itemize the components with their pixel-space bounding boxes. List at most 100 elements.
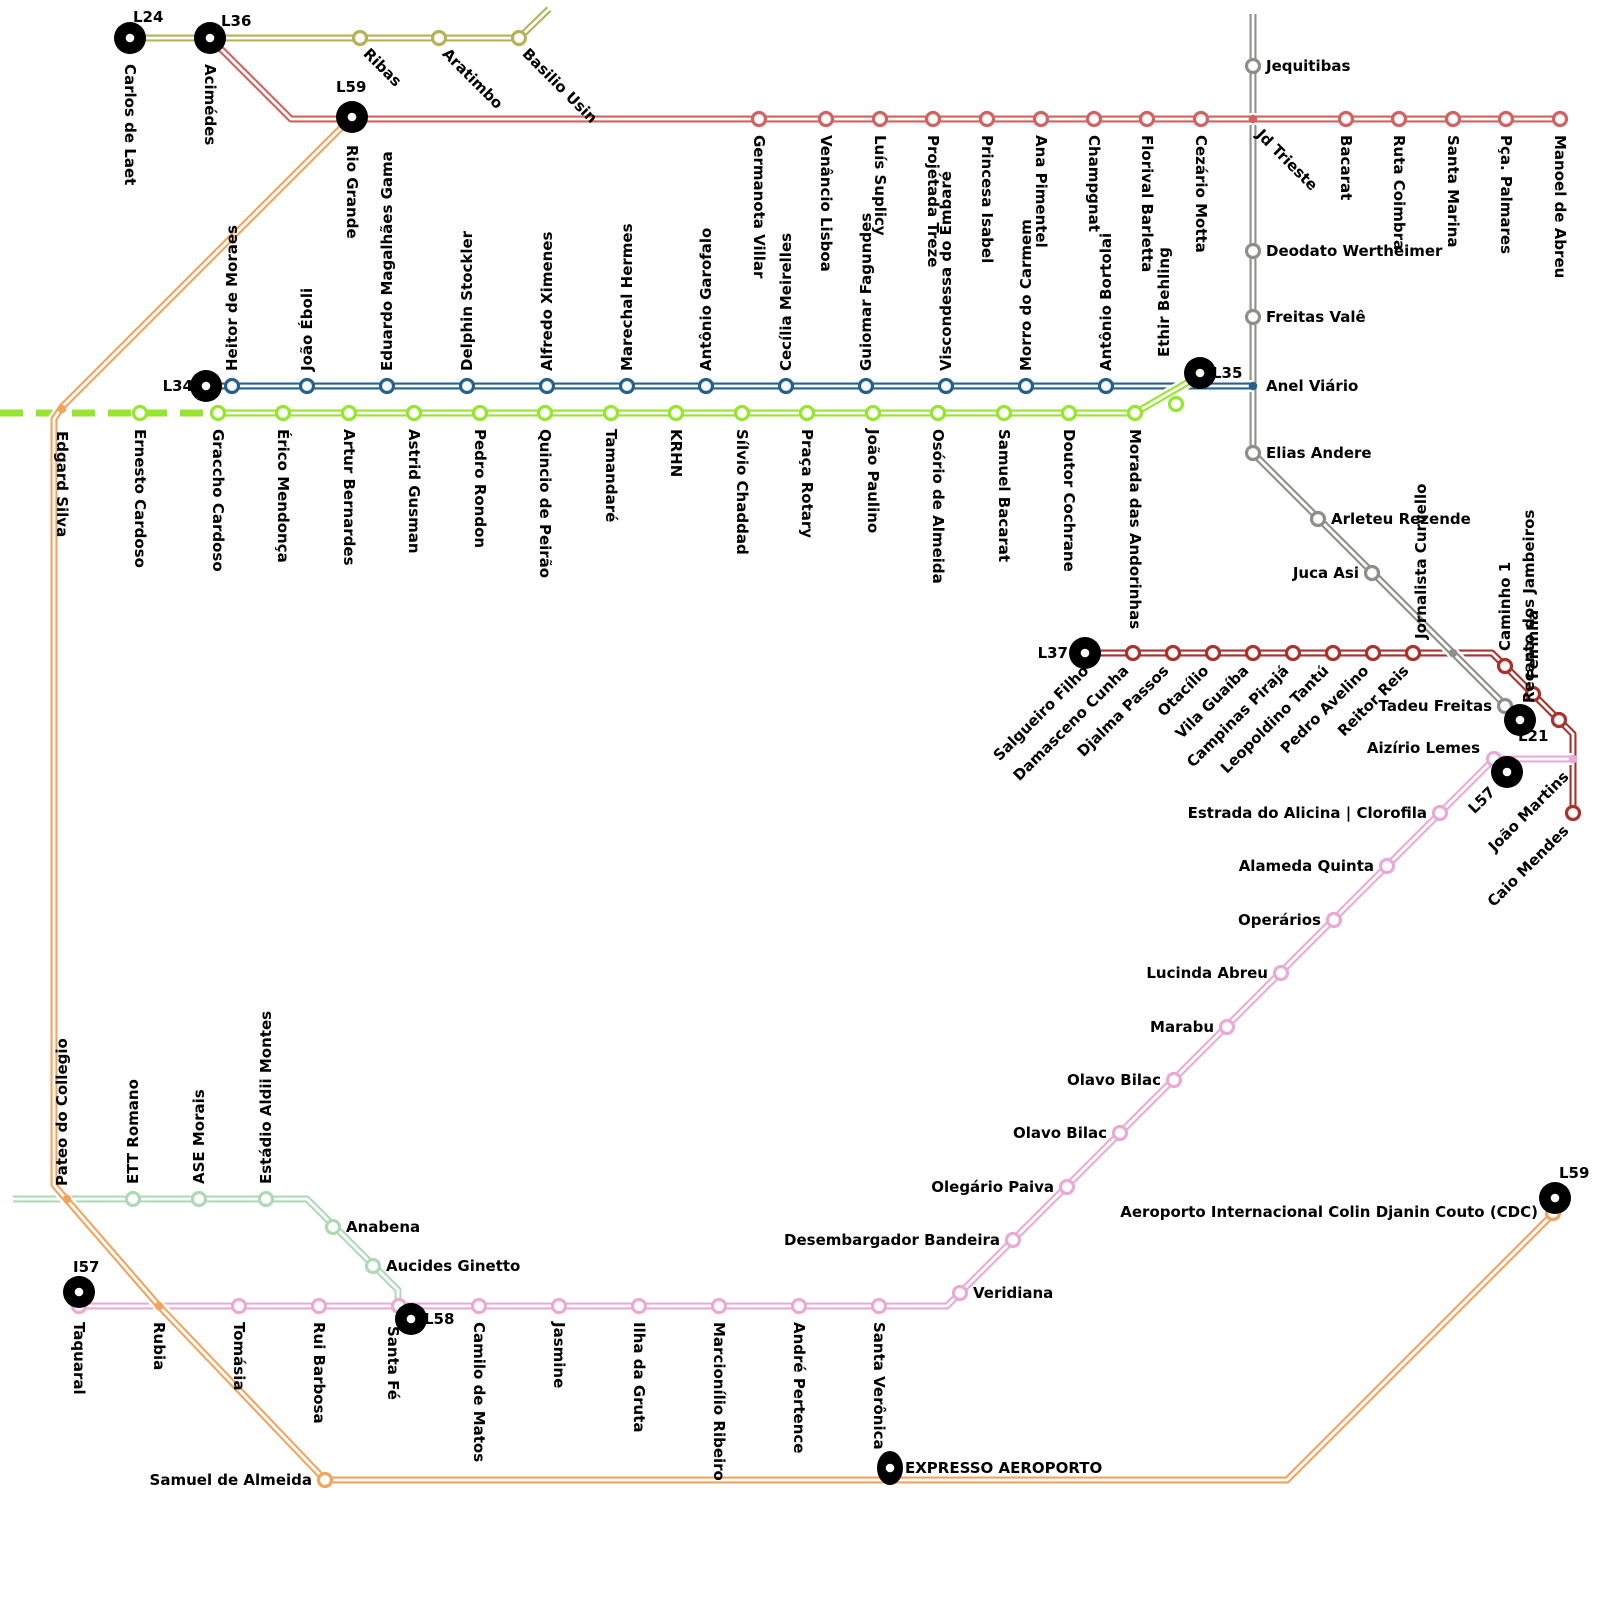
station-estadio-aldii-montes[interactable] — [257, 1190, 275, 1208]
station-silvio-chaddad[interactable] — [733, 404, 751, 422]
station-olavo-bilac[interactable] — [1165, 1071, 1183, 1089]
station-astrid-gusman[interactable] — [405, 404, 423, 422]
station-pedro-rondon[interactable] — [471, 404, 489, 422]
station-damasceno-cunha[interactable] — [1124, 644, 1142, 662]
station-alfredo-ximenes[interactable] — [538, 377, 556, 395]
station-deodato-wertheimer[interactable] — [1244, 242, 1262, 260]
station-cecilia-meirelles[interactable] — [777, 377, 795, 395]
station-jornalista-curvello[interactable] — [1448, 648, 1458, 658]
station-caio-mendes[interactable] — [1564, 804, 1582, 822]
station-jasmine[interactable] — [550, 1297, 568, 1315]
station-olavo-bilac[interactable] — [1111, 1124, 1129, 1142]
station-ana-pimentel[interactable] — [1032, 110, 1050, 128]
station-eduardo-magalhaes-gama[interactable] — [378, 377, 396, 395]
station-lucinda-abreu[interactable] — [1272, 964, 1290, 982]
station-krhn[interactable] — [667, 404, 685, 422]
station-tomasia[interactable] — [230, 1297, 248, 1315]
station-praca-rotary[interactable] — [798, 404, 816, 422]
station-jd-trieste[interactable] — [1248, 114, 1258, 124]
station-ruta-coimbra[interactable] — [1390, 110, 1408, 128]
station-leopoldino-tantu[interactable] — [1324, 644, 1342, 662]
station-quincio-de-peirao[interactable] — [536, 404, 554, 422]
station-aratimbo[interactable] — [430, 29, 448, 47]
station-pca-palmares[interactable] — [1497, 110, 1515, 128]
station-estrada-do-alicina-clorofila[interactable] — [1431, 804, 1449, 822]
station-vila-guaiba[interactable] — [1244, 644, 1262, 662]
hub-l21[interactable]: L21 — [1504, 704, 1548, 745]
station-joao-paulino[interactable] — [864, 404, 882, 422]
station-freitas-vale[interactable] — [1244, 308, 1262, 326]
hub-expresso-aeroporto[interactable]: EXPRESSO AEROPORTO — [877, 1451, 1102, 1485]
station-joao-martins[interactable] — [1568, 754, 1578, 764]
station-santa-veronica[interactable] — [870, 1297, 888, 1315]
station-otacilio[interactable] — [1204, 644, 1222, 662]
station-caminho-1[interactable] — [1496, 657, 1514, 675]
station-projetada-treze[interactable] — [924, 110, 942, 128]
station-veridiana[interactable] — [951, 1284, 969, 1302]
hub-l36[interactable]: L36 — [194, 12, 251, 54]
station-desembargador-bandeira[interactable] — [1004, 1231, 1022, 1249]
station-jequitibas[interactable] — [1244, 57, 1262, 75]
station-rui-barbosa[interactable] — [310, 1297, 328, 1315]
station-manoel-de-abreu[interactable] — [1551, 110, 1569, 128]
station-marcionilio-ribeiro[interactable] — [710, 1297, 728, 1315]
station-reitor-reis[interactable] — [1404, 644, 1422, 662]
station-marabu[interactable] — [1218, 1018, 1236, 1036]
station-recanto-dos-jambeiros[interactable] — [1550, 711, 1568, 729]
hub-l24[interactable]: L24 — [114, 8, 163, 54]
station-viscondessa-do-embare[interactable] — [937, 377, 955, 395]
station-marker[interactable] — [62, 1194, 72, 1204]
station-antonio-bortolai[interactable] — [1097, 377, 1115, 395]
station-tamandare[interactable] — [602, 404, 620, 422]
station-anel-viario[interactable] — [1248, 381, 1258, 391]
station-andre-pertence[interactable] — [790, 1297, 808, 1315]
station-osorio-de-almeida[interactable] — [929, 404, 947, 422]
station-ernesto-cardoso[interactable] — [131, 404, 149, 422]
station-elias-andere[interactable] — [1244, 444, 1262, 462]
station-princesa-isabel[interactable] — [978, 110, 996, 128]
station-aucides-ginetto[interactable] — [364, 1257, 382, 1275]
station-arleteu-rezende[interactable] — [1309, 510, 1327, 528]
station-samuel-bacarat[interactable] — [995, 404, 1013, 422]
station-camilo-de-matos[interactable] — [470, 1297, 488, 1315]
station-anabena[interactable] — [324, 1218, 342, 1236]
station-pedro-avelino[interactable] — [1364, 644, 1382, 662]
station-feirinha[interactable] — [1524, 685, 1542, 703]
hub-l58[interactable]: L58 — [395, 1303, 454, 1335]
station-heitor-de-moraes[interactable] — [223, 377, 241, 395]
station-cezario-motta[interactable] — [1192, 110, 1210, 128]
station-doutor-cochrane[interactable] — [1060, 404, 1078, 422]
hub-l59[interactable]: L59 — [336, 78, 368, 133]
station-marker[interactable] — [154, 1301, 164, 1311]
station-samuel-de-almeida[interactable] — [316, 1471, 334, 1489]
station-marechal-hermes[interactable] — [618, 377, 636, 395]
station-morada-das-andorinhas[interactable] — [1126, 404, 1144, 422]
station-joao-eboli[interactable] — [298, 377, 316, 395]
station-graccho-cardoso[interactable] — [209, 404, 227, 422]
station-alameda-quinta[interactable] — [1378, 857, 1396, 875]
station-basilio-usin[interactable] — [510, 29, 528, 47]
station-santa-marina[interactable] — [1444, 110, 1462, 128]
station-luis-suplicy[interactable] — [871, 110, 889, 128]
hub-i57[interactable]: I57 — [63, 1258, 99, 1308]
station-ribas[interactable] — [351, 29, 369, 47]
station-marker[interactable] — [57, 404, 67, 414]
hub-l34[interactable]: L34 — [163, 370, 222, 402]
station-ilha-da-gruta[interactable] — [630, 1297, 648, 1315]
hub-l59[interactable]: L59 — [1539, 1164, 1589, 1214]
station-campinas-piraja[interactable] — [1284, 644, 1302, 662]
station-antonio-garofalo[interactable] — [697, 377, 715, 395]
hub-l35[interactable]: L35 — [1184, 357, 1242, 389]
station-olegario-paiva[interactable] — [1058, 1178, 1076, 1196]
station-morro-do-carmem[interactable] — [1017, 377, 1035, 395]
station-ett-romano[interactable] — [124, 1190, 142, 1208]
station-ase-morais[interactable] — [190, 1190, 208, 1208]
station-operarios[interactable] — [1325, 911, 1343, 929]
station-erico-mendonca[interactable] — [274, 404, 292, 422]
station-guiomar-fagundes[interactable] — [857, 377, 875, 395]
station-djalma-passos[interactable] — [1164, 644, 1182, 662]
station-bacarat[interactable] — [1337, 110, 1355, 128]
station-germanota-villar[interactable] — [750, 110, 768, 128]
station-florival-barletta[interactable] — [1138, 110, 1156, 128]
station-juca-asi[interactable] — [1363, 564, 1381, 582]
